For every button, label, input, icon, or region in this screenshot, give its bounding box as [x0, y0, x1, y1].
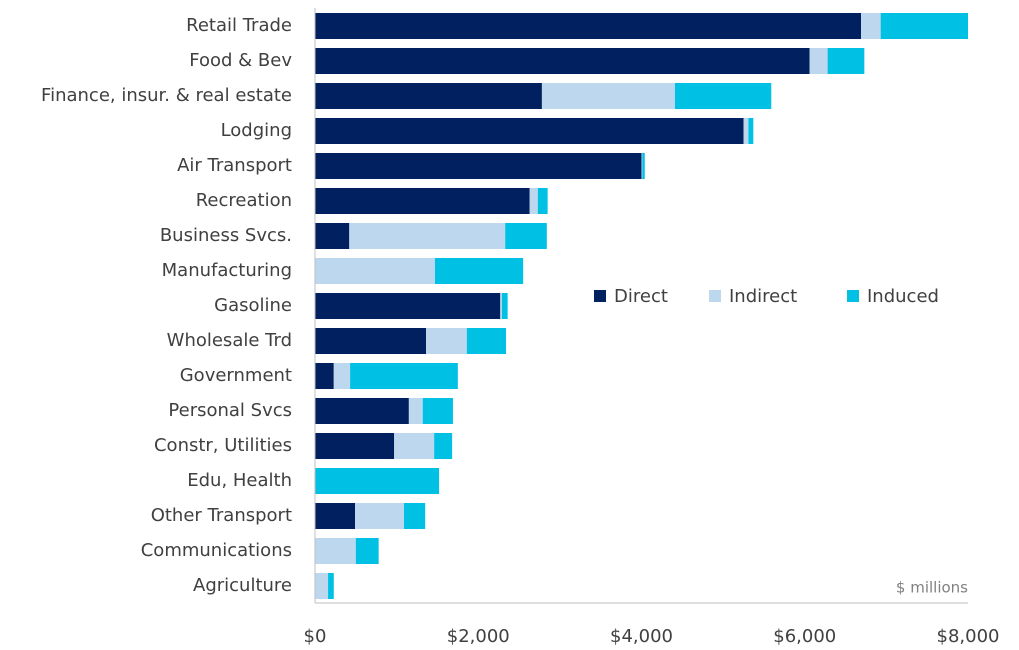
- bar-segment: [315, 293, 501, 319]
- bar-segment: [315, 538, 356, 564]
- bar-segment: [408, 398, 423, 424]
- bar-segment: [674, 83, 772, 109]
- bar-segment: [501, 293, 508, 319]
- category-label: Constr, Utilities: [154, 435, 292, 456]
- bar-segment: [743, 118, 749, 144]
- category-label: Food & Bev: [189, 50, 292, 71]
- bar-segment: [537, 188, 548, 214]
- category-label: Manufacturing: [162, 260, 292, 281]
- bar-segment: [426, 328, 467, 354]
- bar-segment: [315, 433, 395, 459]
- legend-swatch: [594, 290, 606, 302]
- bar-segment: [315, 48, 810, 74]
- bar-segment: [315, 363, 334, 389]
- legend-label: Induced: [867, 286, 939, 307]
- bar-segment: [748, 118, 754, 144]
- bar-segment: [641, 153, 643, 179]
- x-tick-label: $6,000: [773, 626, 836, 647]
- category-label: Lodging: [221, 120, 292, 141]
- x-tick-label: $0: [304, 626, 327, 647]
- bar-segment: [315, 188, 530, 214]
- category-label: Finance, insur. & real estate: [41, 85, 292, 106]
- bar-segment: [315, 503, 355, 529]
- bar-segment: [861, 13, 881, 39]
- x-tick-label: $4,000: [610, 626, 673, 647]
- category-label: Air Transport: [177, 155, 292, 176]
- bar-segment: [541, 83, 675, 109]
- bar-segment: [350, 363, 458, 389]
- bar-segment: [349, 223, 506, 249]
- bar-segment: [315, 13, 862, 39]
- bar-segment: [328, 573, 334, 599]
- bar-segment: [880, 13, 968, 39]
- legend-swatch: [709, 290, 721, 302]
- bar-segment: [355, 538, 379, 564]
- x-tick-label: $8,000: [937, 626, 1000, 647]
- category-label: Communications: [141, 540, 292, 561]
- bar-segment: [422, 398, 453, 424]
- bar-segment: [434, 433, 453, 459]
- bar-segment: [809, 48, 828, 74]
- bar-segment: [315, 83, 542, 109]
- category-label: Gasoline: [214, 295, 292, 316]
- bar-segment: [315, 573, 329, 599]
- category-label: Personal Svcs: [168, 400, 292, 421]
- bar-segment: [315, 258, 435, 284]
- bar-segment: [315, 223, 350, 249]
- bar-segment: [642, 153, 645, 179]
- x-tick-label: $2,000: [447, 626, 510, 647]
- bar-segment: [434, 258, 524, 284]
- category-label: Other Transport: [151, 505, 292, 526]
- category-label: Agriculture: [193, 575, 292, 596]
- bar-segment: [529, 188, 538, 214]
- bar-segment: [394, 433, 435, 459]
- category-label: Business Svcs.: [160, 225, 292, 246]
- bar-segment: [505, 223, 547, 249]
- bar-segment: [315, 468, 440, 494]
- category-label: Government: [180, 365, 292, 386]
- category-label: Retail Trade: [186, 15, 292, 36]
- bar-segment: [315, 328, 427, 354]
- bar-segment: [403, 503, 426, 529]
- unit-note: $ millions: [896, 579, 968, 597]
- bar-segment: [500, 293, 502, 319]
- bar-segment: [333, 363, 351, 389]
- bar-segment: [827, 48, 865, 74]
- bar-segment: [315, 398, 409, 424]
- legend-label: Direct: [614, 286, 668, 307]
- legend-label: Indirect: [729, 286, 797, 307]
- bar-segment: [466, 328, 507, 354]
- bar-segment: [354, 503, 404, 529]
- bar-segment: [315, 118, 744, 144]
- category-label: Edu, Health: [187, 470, 292, 491]
- legend-swatch: [847, 290, 859, 302]
- bar-segment: [315, 153, 642, 179]
- category-label: Wholesale Trd: [167, 330, 292, 351]
- category-label: Recreation: [196, 190, 292, 211]
